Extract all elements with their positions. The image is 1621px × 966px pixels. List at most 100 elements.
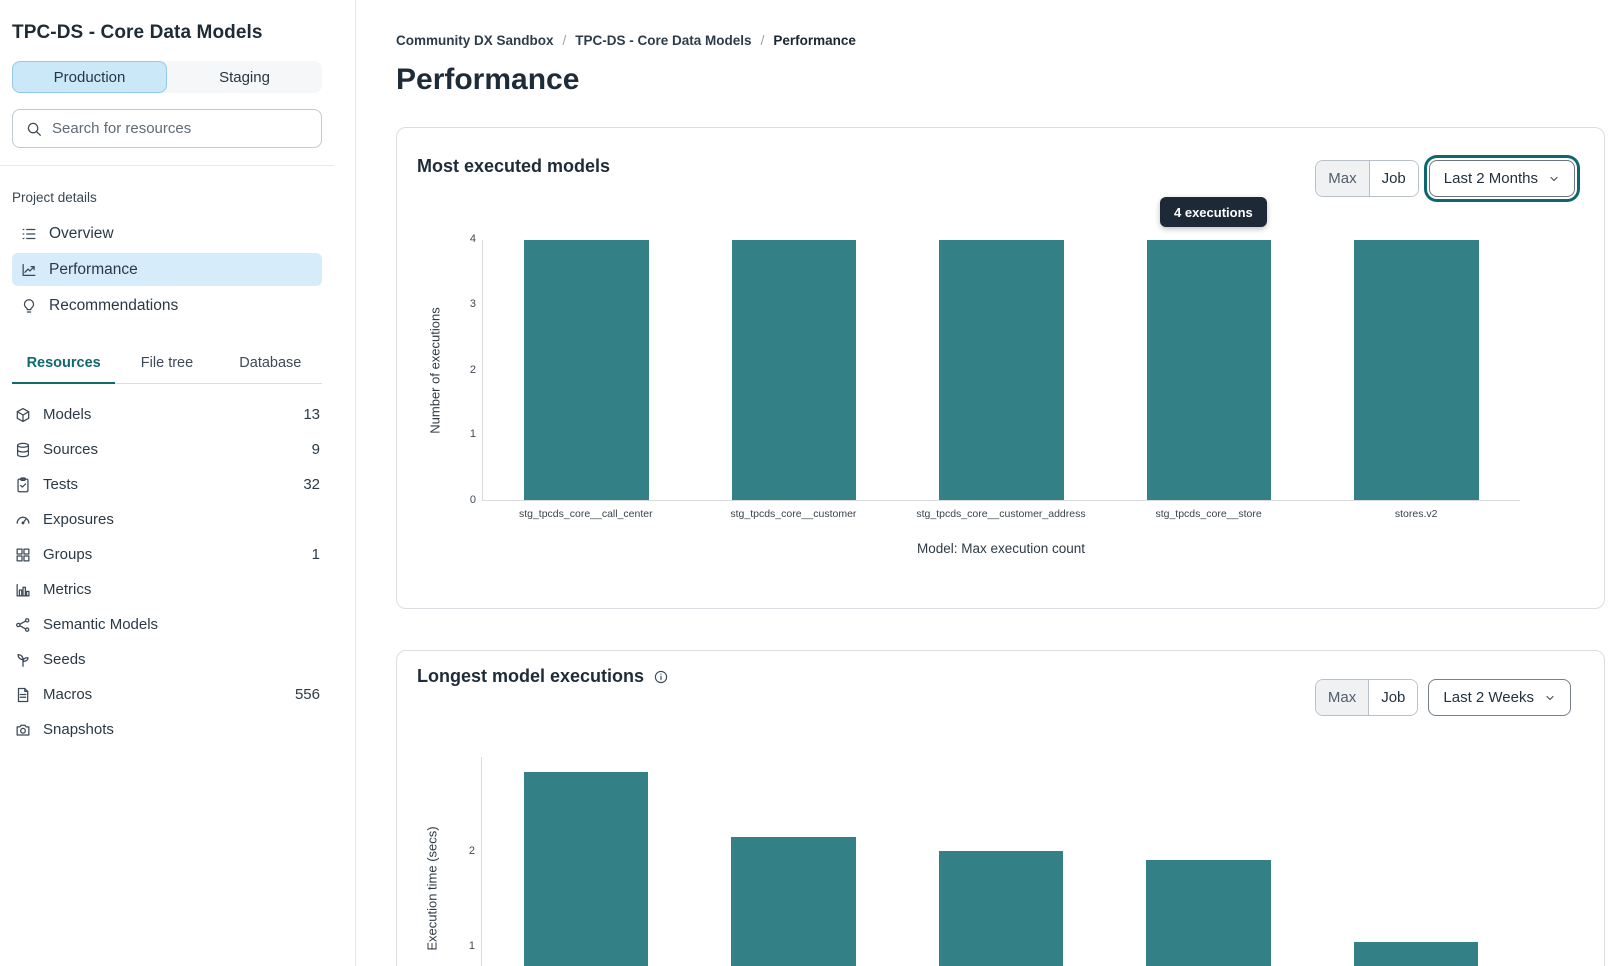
job-toggle-button[interactable]: Job <box>1369 680 1418 715</box>
resource-row-models[interactable]: Models 13 <box>12 397 322 432</box>
sidebar-item-performance[interactable]: Performance <box>12 253 322 286</box>
bar-stg_tpcds_core__customer[interactable] <box>731 240 857 500</box>
resource-count: 9 <box>311 441 320 458</box>
cube-icon <box>16 407 30 422</box>
x-axis-tick: stores.v2 <box>1394 508 1438 520</box>
resource-label: Seeds <box>43 651 86 668</box>
bar-chart-plot <box>482 240 1520 501</box>
bar-stg_tpcds_core__call_center[interactable] <box>524 240 649 500</box>
resource-row-groups[interactable]: Groups 1 <box>12 537 322 572</box>
lightbulb-icon <box>23 298 35 313</box>
bar-stg_tpcds_core__store[interactable] <box>1146 240 1272 500</box>
chart-controls: Max Job Last 2 Weeks <box>1314 679 1571 716</box>
bar-chart-icon <box>16 583 30 596</box>
resource-label: Exposures <box>43 511 114 528</box>
time-range-dropdown[interactable]: Last 2 Months <box>1428 160 1575 197</box>
tab-resources[interactable]: Resources <box>12 355 116 384</box>
chevron-down-icon <box>1546 695 1554 700</box>
bar-stores.v2[interactable] <box>1354 240 1479 500</box>
project-details-label: Project details <box>12 190 97 205</box>
resource-label: Groups <box>43 546 93 563</box>
bar-stg_tpcds_core__customer_address[interactable] <box>939 240 1064 500</box>
resource-row-exposures[interactable]: Exposures <box>12 502 322 537</box>
max-job-toggle: Max Job <box>1314 679 1419 716</box>
bar-longest-4[interactable] <box>1146 860 1271 966</box>
most-executed-models-card: Most executed models Max Job Last 2 Mont… <box>396 127 1605 609</box>
resource-label: Tests <box>43 476 79 493</box>
y-axis-tick: 0 <box>469 494 476 506</box>
resource-row-seeds[interactable]: Seeds <box>12 642 322 677</box>
resource-count: 13 <box>303 406 320 423</box>
time-range-value: Last 2 Weeks <box>1443 689 1534 706</box>
database-icon <box>16 442 30 457</box>
x-axis-labels: stg_tpcds_core__call_center stg_tpcds_co… <box>482 508 1520 520</box>
info-icon[interactable] <box>653 669 669 685</box>
breadcrumb-separator: / <box>562 33 567 48</box>
sidebar-item-overview[interactable]: Overview <box>12 217 322 250</box>
camera-icon <box>16 724 30 736</box>
tab-database[interactable]: Database <box>239 355 302 371</box>
resource-label: Snapshots <box>43 721 114 738</box>
sidebar-item-label: Overview <box>49 224 114 242</box>
grid-icon <box>16 548 30 561</box>
sidebar-divider <box>0 165 334 166</box>
x-axis-tick: stg_tpcds_core__customer_address <box>916 508 1086 520</box>
breadcrumb-separator: / <box>760 33 765 48</box>
bar-longest-1[interactable] <box>523 772 649 966</box>
breadcrumb-account[interactable]: Community DX Sandbox <box>396 33 554 48</box>
resource-row-semantic-models[interactable]: Semantic Models <box>12 607 322 642</box>
chart-title: Longest model executions <box>417 666 669 687</box>
breadcrumb-current-page: Performance <box>773 33 856 48</box>
main-content: Community DX Sandbox / TPC-DS - Core Dat… <box>356 0 1621 966</box>
sidebar-item-label: Recommendations <box>49 296 179 314</box>
x-axis-name: Model: Max execution count <box>916 541 1086 556</box>
max-job-toggle: Max Job <box>1315 160 1419 197</box>
bar-longest-2[interactable] <box>731 837 856 966</box>
job-toggle-button[interactable]: Job <box>1369 161 1418 196</box>
environment-toggle-production[interactable]: Production <box>12 61 167 93</box>
resource-row-sources[interactable]: Sources 9 <box>12 432 322 467</box>
performance-chart-icon <box>22 263 36 276</box>
resource-label: Macros <box>43 686 93 703</box>
time-range-dropdown[interactable]: Last 2 Weeks <box>1428 679 1571 716</box>
max-toggle-button[interactable]: Max <box>1316 161 1370 196</box>
sidebar-item-recommendations[interactable]: Recommendations <box>12 289 322 322</box>
y-axis-tick: 3 <box>469 298 476 310</box>
chart-title: Most executed models <box>417 156 611 176</box>
resource-row-tests[interactable]: Tests 32 <box>12 467 322 502</box>
project-title: TPC-DS - Core Data Models <box>12 22 263 43</box>
resource-label: Semantic Models <box>43 616 159 633</box>
time-range-value: Last 2 Months <box>1443 170 1538 187</box>
y-axis-tick: 2 <box>469 364 476 376</box>
resource-list: Models 13 Sources 9 Tests 32 <box>12 397 322 747</box>
bar-longest-5[interactable] <box>1353 942 1479 966</box>
x-axis-tick: stg_tpcds_core__customer <box>730 508 857 520</box>
chevron-down-icon <box>1550 176 1558 181</box>
y-axis-tick: 2 <box>468 845 475 857</box>
breadcrumb-project[interactable]: TPC-DS - Core Data Models <box>575 33 752 48</box>
tab-file-tree[interactable]: File tree <box>140 355 194 371</box>
environment-toggle-staging[interactable]: Staging <box>219 68 270 86</box>
resource-label: Metrics <box>43 581 92 598</box>
resource-row-snapshots[interactable]: Snapshots <box>12 712 322 747</box>
sidebar-tabs: Resources File tree Database <box>12 355 322 384</box>
resource-count: 32 <box>303 476 320 493</box>
resource-row-metrics[interactable]: Metrics <box>12 572 322 607</box>
resource-search[interactable] <box>12 109 322 148</box>
branch-nodes-icon <box>16 617 30 632</box>
max-toggle-button[interactable]: Max <box>1315 680 1370 715</box>
longest-model-executions-card: Longest model executions Max Job Last 2 … <box>396 650 1605 966</box>
bar-longest-3[interactable] <box>938 851 1064 966</box>
resource-count: 556 <box>294 686 320 703</box>
x-axis-tick: stg_tpcds_core__store <box>1155 508 1262 520</box>
breadcrumb: Community DX Sandbox / TPC-DS - Core Dat… <box>396 33 1605 48</box>
chart-controls: Max Job Last 2 Months <box>1315 160 1575 197</box>
resource-row-macros[interactable]: Macros 556 <box>12 677 322 712</box>
search-input[interactable] <box>52 120 309 137</box>
bar-chart-plot <box>481 757 1520 966</box>
list-icon <box>22 228 36 239</box>
search-icon <box>27 122 41 136</box>
sprout-icon <box>17 653 29 667</box>
project-details-nav: Overview Performance Recommendations <box>12 217 322 322</box>
